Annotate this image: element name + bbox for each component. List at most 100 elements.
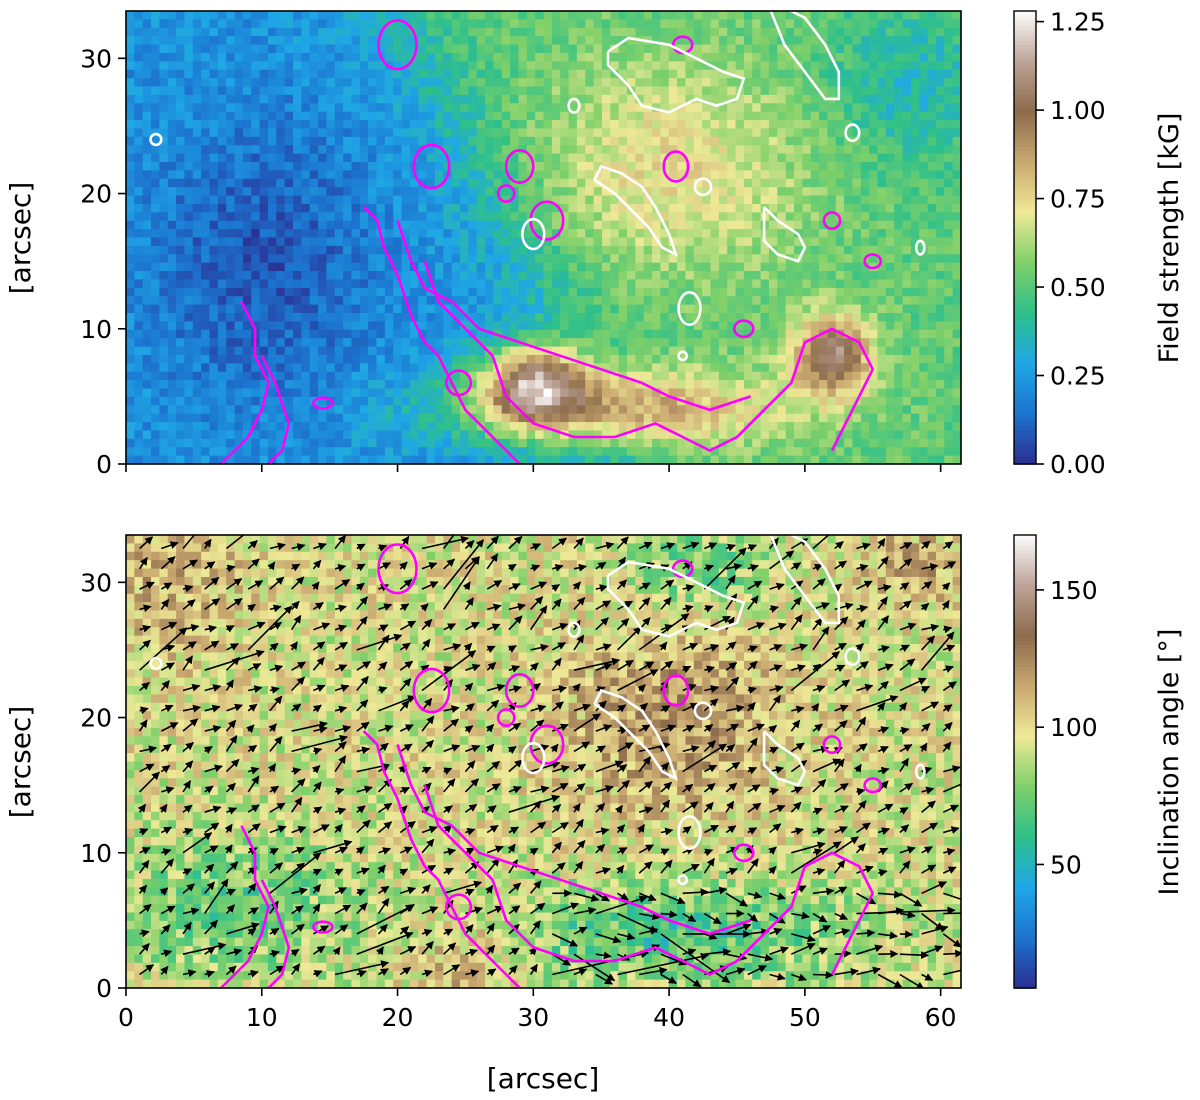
field-vector-arrow: [204, 845, 219, 854]
field-vector-arrow: [465, 969, 480, 977]
field-vector-arrow: [508, 665, 521, 673]
field-vector-arrow: [660, 933, 731, 984]
field-vector-arrow: [443, 556, 480, 610]
field-vector-arrow: [552, 902, 580, 915]
field-vector-arrow: [464, 703, 475, 712]
field-vector-arrow: [638, 661, 655, 671]
field-vector-arrow: [920, 602, 930, 612]
field-vector-arrow: [247, 907, 259, 915]
field-vector-arrow: [769, 892, 786, 901]
field-vector-arrow: [421, 619, 433, 631]
field-vector-arrow: [595, 617, 609, 631]
field-vector-arrow: [725, 867, 738, 876]
field-vector-arrow: [182, 921, 192, 935]
field-vector-arrow: [638, 844, 654, 854]
field-vector-arrow: [659, 641, 668, 651]
white-contour: [769, 535, 841, 625]
field-vector-arrow: [747, 702, 756, 712]
field-vector-arrow: [769, 804, 786, 813]
field-vector-arrow: [160, 680, 170, 692]
field-vector-arrow: [269, 852, 322, 894]
field-vector-arrow: [660, 596, 672, 610]
field-vector-arrow: [269, 736, 283, 752]
field-vector-arrow: [399, 903, 415, 915]
field-vector-arrow: [682, 783, 694, 793]
field-vector-arrow: [617, 742, 634, 753]
magenta-contour-loop: [412, 667, 451, 714]
field-vector-arrow: [638, 582, 651, 591]
field-vector-arrow: [290, 614, 302, 631]
field-vector-arrow: [530, 662, 539, 671]
field-vector-arrow: [595, 827, 610, 836]
field-vector-arrow: [921, 685, 931, 694]
field-vector-arrow: [269, 604, 282, 613]
field-vector-arrow: [334, 904, 352, 915]
white-contour-loop: [693, 177, 713, 197]
field-vector-arrow: [269, 949, 280, 958]
field-vector-arrow: [226, 578, 243, 590]
field-vector-arrow: [247, 580, 264, 590]
field-vector-arrow: [464, 556, 480, 570]
field-vector-arrow: [247, 969, 259, 978]
field-vector-arrow: [332, 946, 341, 956]
field-vector-arrow: [572, 581, 581, 591]
field-vector-arrow: [660, 705, 671, 713]
field-vector-arrow: [421, 929, 433, 937]
field-vector-arrow: [790, 841, 842, 874]
field-vector-arrow: [638, 724, 651, 733]
field-vector-arrow: [530, 719, 545, 732]
field-vector-arrow: [139, 903, 152, 915]
field-vector-arrow: [486, 905, 504, 915]
field-vector-arrow: [768, 724, 778, 734]
field-vector-arrow: [943, 644, 956, 652]
field-vector-arrow: [790, 786, 803, 794]
field-vector-arrow: [812, 970, 834, 979]
field-vector-arrow: [311, 581, 320, 591]
field-vector-arrow: [637, 824, 645, 833]
field-vector-arrow: [617, 668, 659, 692]
field-vector-arrow: [443, 539, 485, 590]
field-vector-arrow: [486, 579, 503, 590]
field-vector-arrow: [247, 558, 260, 570]
field-vector-arrow: [660, 724, 677, 732]
field-vector-arrow: [356, 902, 368, 915]
field-vector-arrow: [508, 685, 522, 693]
field-vector-arrow: [529, 920, 541, 935]
field-vector-arrow: [573, 563, 587, 572]
field-vector-arrow: [269, 825, 287, 834]
white-contour: [762, 730, 807, 787]
field-vector-arrow: [639, 966, 668, 976]
field-vector-arrow: [856, 966, 881, 976]
field-vector-arrow: [356, 746, 371, 755]
field-vector-arrow: [877, 726, 890, 734]
field-vector-arrow: [899, 677, 927, 692]
field-vector-arrow: [377, 898, 390, 915]
field-vector-arrow: [269, 576, 285, 590]
field-vector-arrow: [682, 912, 697, 923]
field-vector-arrow: [791, 664, 806, 672]
field-vector-arrow: [421, 535, 469, 550]
white-contour: [606, 560, 746, 638]
field-vector-arrow: [682, 743, 727, 773]
magenta-contour: [423, 784, 875, 976]
field-vector-arrow: [725, 723, 739, 732]
field-vector-arrow: [921, 822, 938, 834]
field-vector-arrow: [269, 785, 280, 794]
colorbar-tick-label: 0.25: [1050, 362, 1106, 391]
field-vector-arrow: [182, 559, 198, 570]
field-vector-arrow: [182, 969, 197, 978]
top-colorbar-frame: [1013, 10, 1037, 465]
field-vector-arrow: [269, 862, 284, 874]
field-vector-arrow: [877, 596, 888, 610]
field-vector-arrow: [311, 765, 321, 774]
magenta-contour: [423, 260, 875, 452]
field-vector-arrow: [899, 951, 929, 960]
field-vector-arrow: [573, 597, 586, 610]
field-vector-arrow: [226, 642, 239, 651]
field-vector-arrow: [204, 969, 215, 978]
field-vector-arrow: [899, 558, 913, 570]
field-vector-arrow: [421, 715, 435, 732]
field-vector-arrow: [573, 703, 591, 712]
field-vector-arrow: [899, 726, 910, 735]
field-vector-arrow: [899, 744, 913, 753]
